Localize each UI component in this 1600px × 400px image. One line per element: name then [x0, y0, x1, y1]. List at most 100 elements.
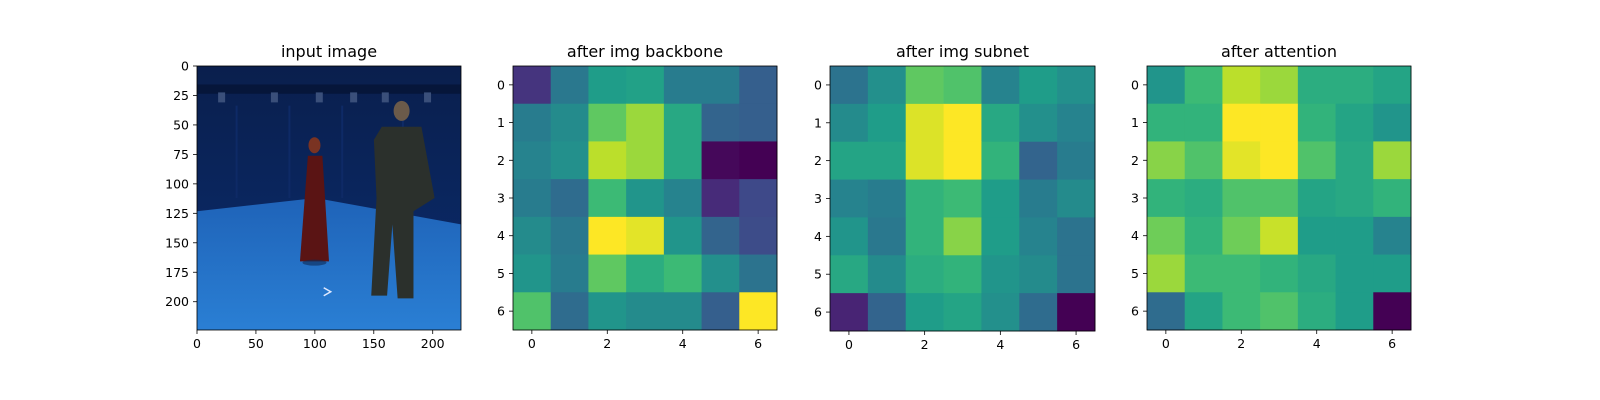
heatmap-cell — [513, 216, 552, 255]
heatmap-cell — [943, 66, 982, 105]
heatmap-cell — [1260, 66, 1299, 105]
heatmap-cell — [1222, 141, 1261, 180]
heatmap-cell — [626, 141, 665, 180]
heatmap-cell — [905, 141, 944, 180]
heatmap-cell — [1297, 254, 1336, 293]
heatmap-cell — [1373, 179, 1412, 218]
heatmap-cell — [1184, 179, 1223, 218]
heatmap-cell — [663, 216, 702, 255]
y-tick-label: 0 — [497, 77, 505, 92]
heatmap-cell — [1373, 141, 1412, 180]
heatmap-cell — [943, 255, 982, 294]
heatmap-cell — [1297, 292, 1336, 331]
heatmap-cell — [1297, 103, 1336, 142]
panel-title: after attention — [1221, 42, 1337, 61]
y-tick-label: 1 — [814, 115, 822, 130]
heatmap-cell — [1222, 103, 1261, 142]
heatmap-cell — [1222, 216, 1261, 255]
heatmap-cell — [867, 179, 907, 218]
heatmap-cell — [1019, 217, 1058, 256]
heatmap-cell — [739, 292, 778, 331]
heatmap-cell — [1057, 255, 1096, 294]
heatmap-cell — [626, 179, 665, 218]
heatmap-cell — [550, 179, 589, 218]
heatmap-cell — [739, 179, 778, 218]
heatmap-cell — [1184, 141, 1223, 180]
x-tick-label: 0 — [193, 336, 201, 351]
panel-title: input image — [281, 42, 377, 61]
x-tick-label: 2 — [921, 337, 929, 352]
heatmap-cell — [550, 254, 589, 293]
heatmap-cell — [1335, 66, 1374, 105]
heatmap-cell — [1335, 179, 1374, 218]
heatmap-cell — [701, 254, 740, 293]
x-tick-label: 100 — [303, 336, 327, 351]
heatmap-cell — [1373, 103, 1412, 142]
heatmap-cell — [1184, 66, 1223, 105]
y-tick-label: 200 — [165, 294, 189, 309]
heatmap-cell — [943, 293, 982, 332]
y-tick-label: 3 — [1131, 191, 1139, 206]
heatmap-cell — [1373, 292, 1412, 331]
heatmap-cell — [588, 66, 627, 105]
heatmap-cell — [1147, 179, 1186, 218]
x-tick-label: 6 — [754, 336, 762, 351]
x-tick-label: 4 — [1313, 336, 1321, 351]
x-tick-label: 50 — [248, 336, 264, 351]
heatmap-cell — [1019, 141, 1058, 180]
heatmap-cell — [1260, 179, 1299, 218]
heatmap-cell — [905, 255, 944, 294]
y-tick-label: 4 — [1131, 228, 1139, 243]
person-woman — [299, 137, 329, 266]
heatmap-cell — [1222, 254, 1261, 293]
heatmap-cell — [943, 217, 982, 256]
floor-marker — [323, 287, 333, 297]
x-tick-label: 2 — [1237, 336, 1245, 351]
panel-after-img-subnet: after img subnet 0 2 4 6 0 1 2 3 4 5 6 — [814, 42, 1096, 352]
x-tick-label: 150 — [362, 336, 386, 351]
y-tick-label: 3 — [814, 191, 822, 206]
heatmap-cell — [1019, 179, 1058, 218]
heatmap-cell — [905, 293, 944, 332]
heatmap-cell — [663, 66, 702, 105]
x-tick-label: 4 — [679, 336, 687, 351]
x-tick-label: 6 — [1388, 336, 1396, 351]
heatmap-cell — [663, 103, 702, 142]
heatmap-cell — [588, 254, 627, 293]
y-tick-label: 25 — [173, 88, 189, 103]
y-tick-label: 75 — [173, 147, 189, 162]
heatmap-cell — [830, 66, 869, 105]
y-tick-label: 5 — [1131, 266, 1139, 281]
y-tick-label: 2 — [497, 153, 505, 168]
heatmap-cell — [1019, 103, 1058, 143]
heatmap-cell — [626, 216, 665, 255]
heatmap-cell — [867, 293, 907, 332]
y-tick-label: 100 — [165, 176, 189, 191]
heatmap-cell — [981, 255, 1020, 294]
y-tick-label: 3 — [497, 191, 505, 206]
heatmap-cell — [1184, 292, 1223, 331]
y-tick-label: 0 — [1131, 77, 1139, 92]
heatmap-cell — [701, 292, 740, 331]
heatmap-cell — [1019, 293, 1058, 332]
heatmap-cell — [550, 103, 589, 142]
heatmap-cell — [867, 103, 907, 143]
heatmap-cell — [701, 66, 740, 105]
heatmap-cell — [739, 216, 778, 255]
heatmap-cell — [739, 66, 778, 105]
heatmap-cell — [626, 254, 665, 293]
heatmap-cell — [905, 179, 944, 218]
panel-input-image: input image 0 50 100 150 200 0 25 50 75 100 125 150 1… — [165, 42, 462, 351]
panel-after-img-backbone: after img backbone 0 2 4 6 0 1 2 3 4 5 6 — [497, 42, 778, 351]
axes-frame — [196, 65, 462, 331]
heatmap-cell — [1147, 216, 1186, 255]
heatmap-cell — [1222, 179, 1261, 218]
heatmap-cell — [1335, 292, 1374, 331]
spotlight — [315, 92, 323, 103]
y-tick-label: 2 — [814, 153, 822, 168]
heatmap-cell — [626, 292, 665, 331]
spotlight — [350, 92, 358, 103]
heatmap-cell — [513, 66, 552, 105]
heatmap-cell — [981, 103, 1020, 143]
